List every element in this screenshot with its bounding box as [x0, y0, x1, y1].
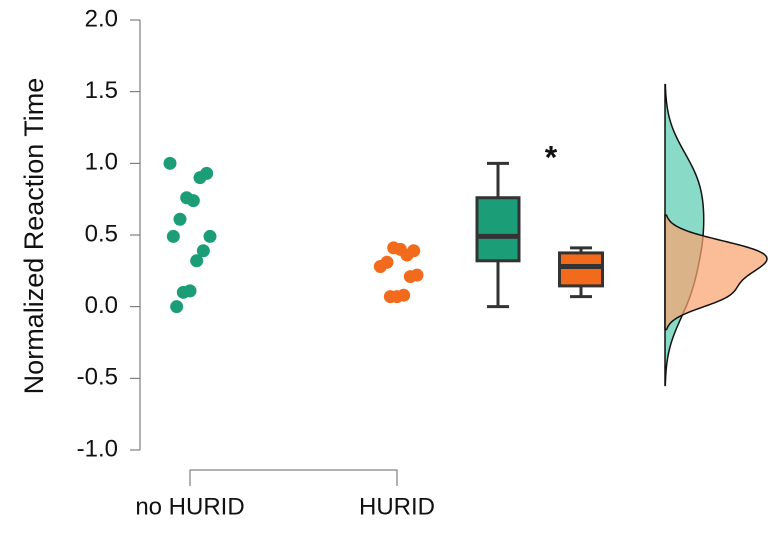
data-point [383, 290, 397, 304]
y-tick-label: 1.5 [85, 77, 118, 104]
x-tick-label: HURID [359, 493, 435, 520]
y-tick-label: -0.5 [77, 364, 118, 391]
data-point [180, 191, 194, 205]
box [475, 196, 521, 263]
data-point [196, 244, 210, 258]
density-cloud [664, 214, 768, 331]
data-point [193, 171, 207, 185]
y-tick-label: 2.0 [85, 5, 118, 32]
y-tick-label: -1.0 [77, 435, 118, 462]
data-point [170, 300, 184, 314]
y-axis-label: Normalized Reaction Time [19, 78, 49, 395]
data-point [203, 229, 217, 243]
data-point [387, 241, 401, 255]
data-point [173, 212, 187, 226]
data-point [403, 270, 417, 284]
data-point [163, 156, 177, 170]
y-tick-label: 1.0 [85, 149, 118, 176]
data-point [176, 285, 190, 299]
y-tick-label: 0.5 [85, 220, 118, 247]
x-axis-bracket [189, 469, 398, 486]
data-point [373, 260, 387, 274]
x-tick-label: no HURID [135, 493, 244, 520]
data-point [166, 229, 180, 243]
significance-annotation: * [545, 139, 558, 175]
data-point [190, 254, 204, 268]
box [558, 251, 604, 288]
y-tick-label: 0.0 [85, 292, 118, 319]
